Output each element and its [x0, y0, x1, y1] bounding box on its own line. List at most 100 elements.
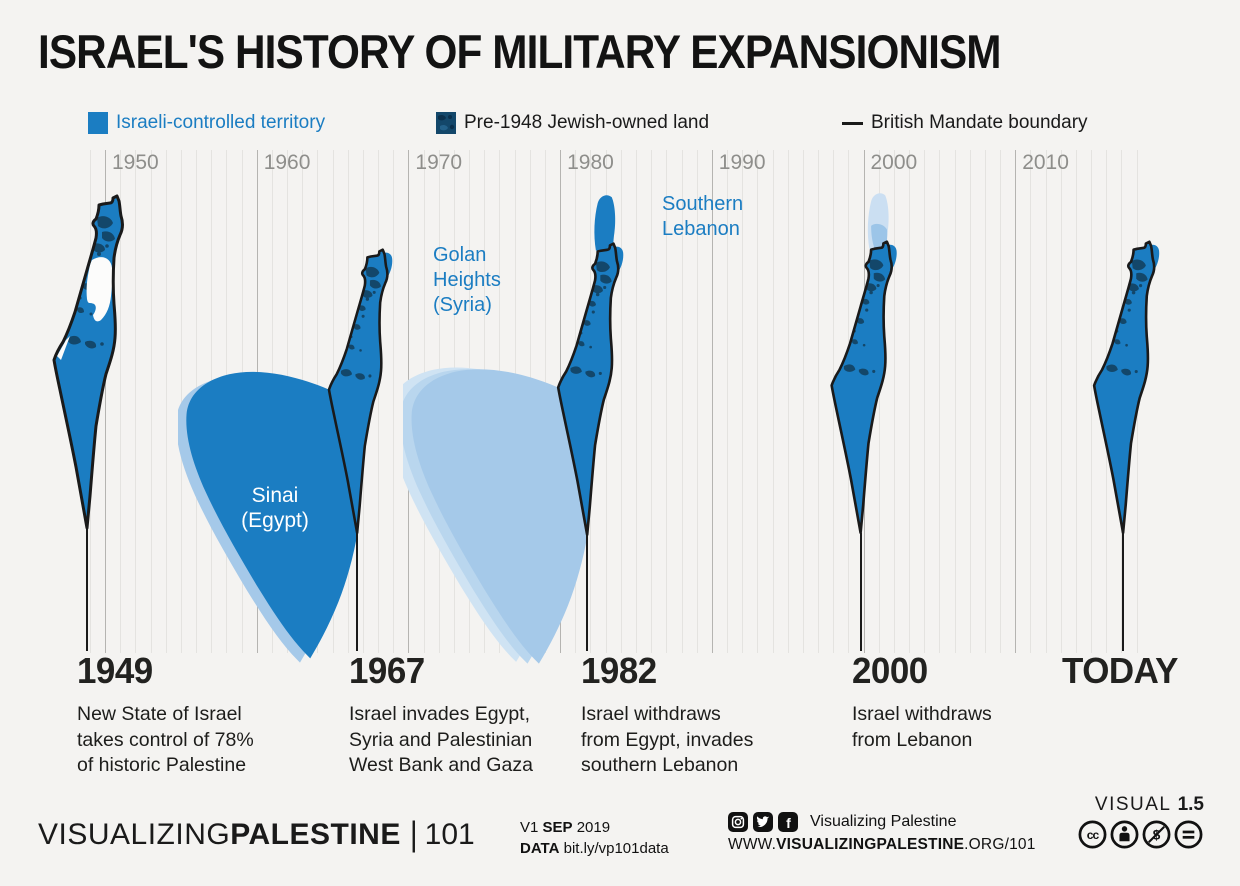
event-description: New State of Israel takes control of 78%…: [77, 703, 254, 776]
gridline-1995: [787, 150, 789, 653]
visualizing-palestine-logo: VISUALIZINGPALESTINE | 101: [38, 815, 475, 854]
gridline-1983: [605, 150, 607, 653]
cc-nc-icon: $: [1142, 820, 1171, 849]
gridline-1985: [636, 150, 637, 653]
gridline-1968: [378, 150, 380, 653]
golan-heights-label: Golan Heights (Syria): [433, 244, 501, 316]
event-2000: 2000 Israel withdraws from Lebanon: [852, 650, 992, 753]
gridline-1991: [727, 150, 728, 653]
data-line: DATA bit.ly/vp101data: [520, 840, 669, 857]
gridline-1993: [757, 150, 759, 653]
israeli-territory-shape: [832, 241, 893, 533]
event-1982: 1982 Israel withdraws from Egypt, invade…: [581, 650, 753, 779]
gridline-1992: [742, 150, 744, 653]
event-description: Israel withdraws from Lebanon: [852, 703, 992, 751]
visual-label: VISUAL 1.5: [1094, 794, 1204, 815]
legend-label: British Mandate boundary: [871, 112, 1088, 133]
tipline-today: [1122, 533, 1124, 651]
event-year: 1982: [581, 650, 657, 691]
map-2000: [830, 193, 898, 535]
gridline-2014: [1075, 150, 1077, 653]
event-today: TODAY: [1062, 650, 1182, 702]
decade-label-2000: 2000: [870, 151, 918, 174]
textured-square-swatch-icon: [436, 112, 456, 134]
map-1967: [177, 248, 393, 663]
event-description: Israel withdraws from Egypt, invades sou…: [581, 703, 754, 776]
israeli-territory-shape: [1094, 241, 1155, 533]
gridline-1984: [620, 150, 622, 653]
gridline-2008: [984, 150, 986, 653]
legend-item-israeli-territory: Israeli-controlled territory: [88, 110, 325, 136]
gridline-1950: [105, 150, 106, 653]
event-year: 2000: [852, 650, 928, 691]
version-line: V1 SEP 2019: [520, 819, 611, 836]
gridline-1955: [180, 150, 182, 653]
logo-part-bold: PALESTINE: [230, 818, 401, 851]
social-handle: Visualizing Palestine: [810, 813, 957, 830]
logo-number: 101: [424, 818, 475, 851]
gridline-2001: [878, 150, 880, 653]
gridline-2012: [1045, 150, 1047, 653]
instagram-icon: [728, 812, 748, 832]
facebook-icon: f: [778, 812, 798, 832]
decade-label-1990: 1990: [718, 151, 766, 174]
visual-number-block: VISUAL 1.5 cc $: [1072, 794, 1204, 850]
legend-item-mandate-boundary: British Mandate boundary: [842, 110, 1088, 136]
sinai-label: Sinai (Egypt): [241, 484, 309, 532]
decade-label-1970: 1970: [415, 151, 463, 174]
tipline-1967: [356, 533, 358, 651]
logo-separator: |: [409, 815, 418, 854]
gridline-2015: [1091, 150, 1092, 653]
gridline-2004: [924, 150, 926, 653]
gridline-1997: [818, 150, 819, 653]
gridline-2010: [1015, 150, 1017, 653]
tipline-1949: [86, 528, 88, 651]
decade-label-1960: 1960: [263, 151, 311, 174]
gridline-1969: [393, 150, 395, 653]
event-year: 1967: [349, 650, 425, 691]
tipline-2000: [860, 533, 862, 651]
svg-text:cc: cc: [1087, 828, 1100, 842]
gridline-2007: [969, 150, 971, 653]
cc-by-icon: [1110, 820, 1139, 849]
line-swatch-icon: [842, 121, 863, 125]
svg-text:f: f: [786, 815, 791, 831]
logo-part-thin: VISUALIZING: [38, 818, 231, 851]
gridline-2013: [1060, 150, 1062, 653]
gridline-2009: [1000, 150, 1001, 653]
israeli-territory-shape: [54, 196, 123, 528]
gridline-2003: [909, 150, 910, 653]
gridline-1951: [120, 150, 122, 653]
event-1949: 1949 New State of Israel takes control o…: [77, 650, 254, 779]
website-url: WWW.VISUALIZINGPALESTINE.ORG/101: [728, 836, 1036, 853]
southern-lebanon-label: Southern Lebanon: [662, 193, 744, 240]
decade-label-2010: 2010: [1022, 151, 1069, 174]
gridline-1998: [833, 150, 835, 653]
tipline-1982: [586, 535, 588, 651]
legend-label: Pre-1948 Jewish-owned land: [464, 112, 710, 133]
gridline-1986: [651, 150, 653, 653]
event-1967: 1967 Israel invades Egypt, Syria and Pal…: [349, 650, 533, 779]
legend-item-jewish-owned-land: Pre-1948 Jewish-owned land: [436, 110, 709, 136]
license-icons: cc $: [1072, 819, 1204, 850]
legend-label: Israeli-controlled territory: [116, 112, 326, 133]
gridline-1996: [802, 150, 804, 653]
gridline-1988: [681, 150, 683, 653]
cc-icon: cc: [1078, 820, 1107, 849]
gridline-1994: [772, 150, 774, 653]
decade-label-1980: 1980: [567, 151, 614, 174]
gridline-1990: [711, 150, 713, 653]
event-year: 1949: [77, 650, 153, 691]
gridline-1954: [165, 150, 167, 653]
event-description: Israel invades Egypt, Syria and Palestin…: [349, 703, 533, 776]
gridline-2011: [1030, 150, 1032, 653]
gridline-2002: [893, 150, 895, 653]
blue-square-swatch-icon: [88, 112, 108, 134]
gridline-2006: [954, 150, 956, 653]
map-1949: [52, 194, 124, 530]
twitter-icon: [753, 812, 773, 832]
gridline-1989: [696, 150, 698, 653]
southern-lebanon-shape: [594, 195, 616, 251]
page-title: ISRAEL'S HISTORY OF MILITARY EXPANSIONIS…: [38, 25, 1002, 78]
